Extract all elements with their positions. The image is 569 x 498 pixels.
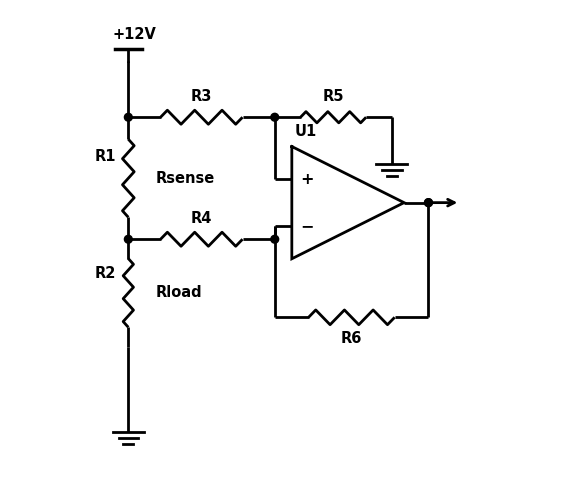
Text: R2: R2: [95, 266, 116, 281]
Text: Rload: Rload: [155, 285, 202, 300]
Text: R5: R5: [323, 89, 344, 104]
Circle shape: [271, 114, 279, 121]
Circle shape: [424, 199, 432, 207]
Text: −: −: [300, 219, 314, 234]
Text: +: +: [300, 172, 314, 187]
Text: R6: R6: [341, 331, 362, 346]
Text: U1: U1: [294, 124, 316, 139]
Circle shape: [125, 236, 132, 243]
Circle shape: [125, 114, 132, 121]
Text: +12V: +12V: [112, 26, 156, 41]
Circle shape: [424, 199, 432, 207]
Text: Rsense: Rsense: [155, 171, 215, 186]
Text: R4: R4: [191, 211, 212, 226]
Text: R3: R3: [191, 89, 212, 104]
Text: R1: R1: [94, 149, 116, 164]
Circle shape: [271, 236, 279, 243]
